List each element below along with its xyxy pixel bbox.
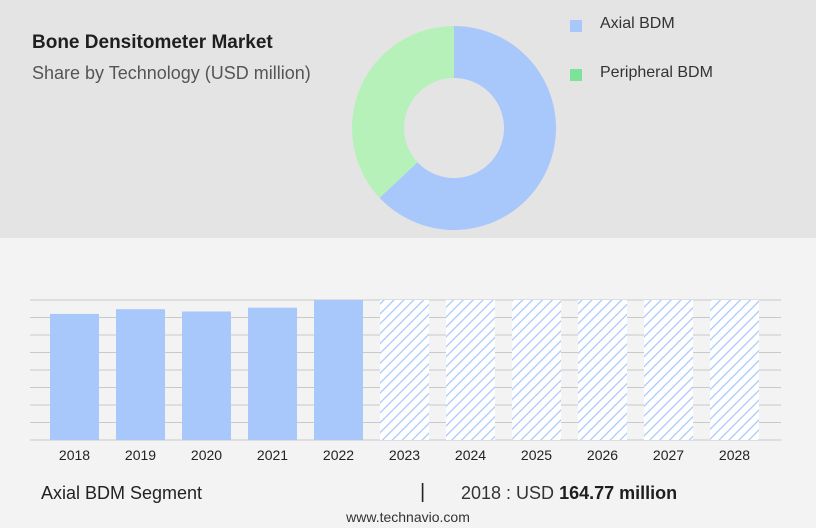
x-tick-label-2027: 2027 (653, 447, 684, 463)
x-tick-label-2018: 2018 (59, 447, 90, 463)
forecast-bar-2024 (446, 300, 495, 440)
forecast-bar-2025 (512, 300, 561, 440)
donut-slice-peripheral-bdm (352, 26, 454, 198)
segment-value-amount: 164.77 million (559, 483, 678, 503)
forecast-bar-2023 (380, 300, 429, 440)
bar-chart: 2018 2019 2020 2021 2022 2023 2024 2025 2026 2027… (30, 299, 781, 463)
x-tick-label-2023: 2023 (389, 447, 420, 463)
x-tick-label-2020: 2020 (191, 447, 222, 463)
x-tick-label-2019: 2019 (125, 447, 156, 463)
bar-2019 (116, 309, 165, 440)
footer-divider: | (420, 481, 426, 503)
donut-slice-axial-bdm (379, 26, 556, 230)
x-tick-label-2028: 2028 (719, 447, 750, 463)
forecast-bar-2026 (578, 300, 627, 440)
chart-title: Bone Densitometer Market (32, 32, 273, 53)
x-tick-label-2021: 2021 (257, 447, 288, 463)
segment-value-prefix: 2018 : USD (461, 483, 555, 503)
forecast-bar-2028 (710, 300, 759, 440)
x-tick-label-2026: 2026 (587, 447, 618, 463)
legend-label-axial: Axial BDM (600, 15, 675, 32)
x-tick-label-2024: 2024 (455, 447, 486, 463)
site-url: www.technavio.com (346, 509, 470, 525)
bar-2018 (50, 313, 99, 440)
segment-label: Axial BDM Segment (41, 483, 203, 503)
bar-2022 (314, 300, 363, 440)
legend-swatch-peripheral (570, 69, 582, 81)
x-tick-label-2025: 2025 (521, 447, 552, 463)
bar-2020 (182, 311, 231, 440)
chart-subtitle: Share by Technology (USD million) (32, 63, 311, 83)
bar-2021 (248, 307, 297, 440)
forecast-bar-2027 (644, 300, 693, 440)
x-tick-label-2022: 2022 (323, 447, 354, 463)
legend-swatch-axial (570, 20, 582, 32)
segment-value: 2018 : USD 164.77 million (461, 483, 677, 504)
donut-chart (352, 26, 556, 230)
legend-label-peripheral: Peripheral BDM (600, 64, 713, 81)
